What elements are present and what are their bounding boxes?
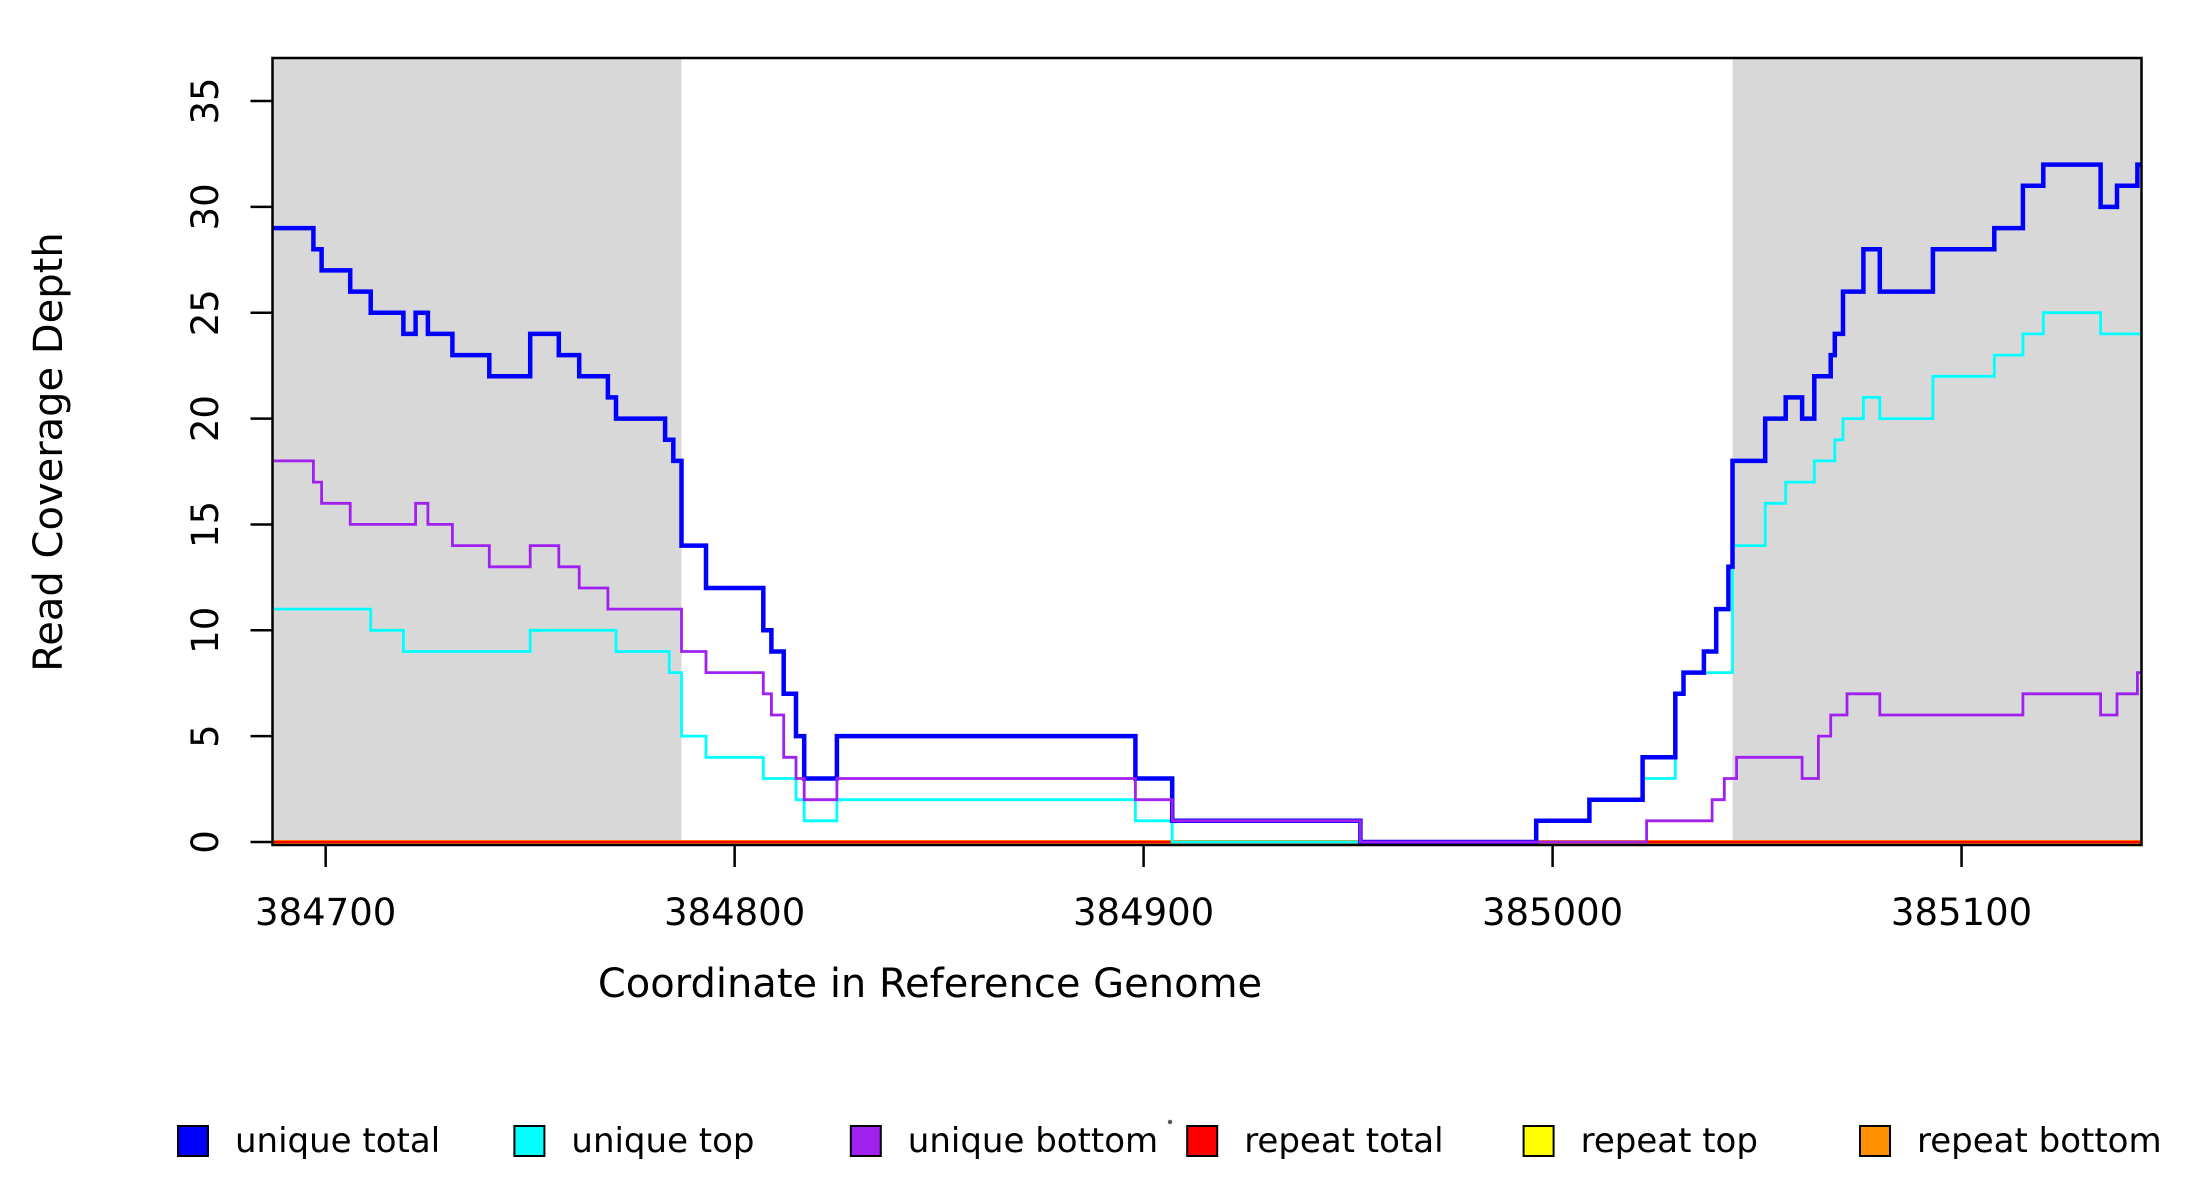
legend-label-unique-total: unique total [235, 1121, 440, 1161]
legend-swatch-repeat-total [1186, 1125, 1219, 1157]
x-tick-label: 384700 [255, 891, 396, 934]
shaded-repeat-regions [272, 58, 2142, 845]
legend-swatch-unique-top [513, 1125, 546, 1157]
x-axis-title: Coordinate in Reference Genome [598, 961, 1262, 1007]
legend-swatch-repeat-top [1522, 1125, 1555, 1157]
y-tick-label: 30 [184, 183, 227, 230]
series-line-unique-bottom [272, 459, 2142, 844]
y-tick-label: 20 [184, 395, 227, 442]
legend: unique total unique top unique bottom repea… [177, 1121, 2162, 1161]
x-tick-label: 384800 [664, 891, 805, 934]
y-tick-label: 35 [184, 77, 227, 124]
x-tick-label: 384900 [1073, 891, 1214, 934]
y-tick-label: 15 [184, 501, 227, 548]
y-tick-label: 10 [184, 607, 227, 654]
plot-border [271, 56, 2143, 847]
legend-label-repeat-total: repeat total [1244, 1121, 1443, 1161]
legend-label-unique-top: unique top [571, 1121, 754, 1161]
x-axis: 384700 384800 384900 385000 385100 [255, 845, 2032, 934]
stray-dot [1167, 1119, 1173, 1125]
y-tick-label: 5 [184, 724, 227, 748]
plot-frame [271, 56, 2143, 847]
right-repeat-region [1732, 58, 2142, 845]
x-tick-label: 385000 [1482, 891, 1623, 934]
y-tick-label: 25 [184, 289, 227, 336]
legend-swatch-unique-bottom [849, 1125, 882, 1157]
left-repeat-region [272, 58, 682, 845]
y-axis-title: Read Coverage Depth [26, 232, 72, 671]
series-lines [272, 162, 2142, 845]
legend-label-repeat-top: repeat top [1581, 1121, 1758, 1161]
legend-label-unique-bottom: unique bottom [908, 1121, 1158, 1161]
y-axis: 0 5 10 15 20 25 30 35 [184, 77, 273, 854]
legend-swatch-unique-total [177, 1125, 209, 1157]
legend-label-repeat-bottom: repeat bottom [1917, 1121, 2162, 1161]
y-tick-label: 0 [184, 830, 227, 854]
legend-swatch-repeat-bottom [1859, 1125, 1891, 1157]
x-tick-label: 385100 [1891, 891, 2032, 934]
